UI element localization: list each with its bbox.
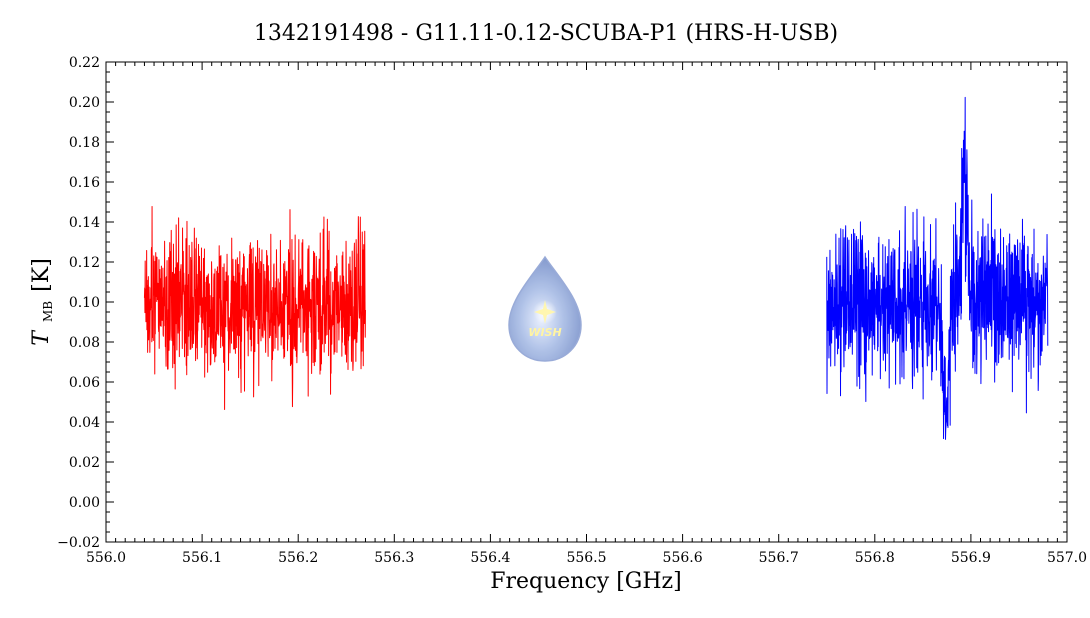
series-layer	[143, 96, 1049, 440]
y-tick-label: 0.06	[69, 375, 100, 391]
y-tick-label: 0.00	[69, 495, 100, 511]
x-tick-label: 556.8	[855, 550, 895, 566]
logo-text: WISH	[528, 326, 561, 339]
x-tick-label: 557.0	[1047, 550, 1087, 566]
y-tick-label: 0.16	[69, 175, 100, 191]
y-tick-label: 0.10	[69, 295, 100, 311]
y-tick-label: −0.02	[57, 535, 100, 551]
x-tick-label: 556.5	[566, 550, 606, 566]
x-tick-label: 556.6	[663, 550, 703, 566]
y-tick-label: 0.08	[69, 335, 100, 351]
axis-ticks: 556.0 556.1 556.2 556.3 556.4 556.5 556.6 556.7…	[57, 55, 1087, 566]
x-tick-label: 556.4	[470, 550, 510, 566]
y-tick-label: 0.14	[69, 215, 100, 231]
chart-title: 1342191498 - G11.11-0.12-SCUBA-P1 (HRS-H…	[254, 21, 838, 46]
y-tick-label: 0.20	[69, 95, 100, 111]
x-tick-label: 556.1	[182, 550, 222, 566]
y-tick-label: 0.22	[69, 55, 100, 71]
x-tick-label: 556.9	[951, 550, 991, 566]
y-tick-label: 0.18	[69, 135, 100, 151]
y-axis-label: T MB [K]	[29, 258, 56, 346]
spectrum-series-red	[143, 205, 366, 411]
y-tick-label: 0.12	[69, 255, 100, 271]
y-tick-label: 0.02	[69, 455, 100, 471]
x-tick-label: 556.0	[86, 550, 126, 566]
wish-logo: WISH	[508, 255, 582, 362]
x-tick-label: 556.2	[278, 550, 318, 566]
x-axis-label: Frequency [GHz]	[490, 569, 682, 594]
y-axis-label-subscript: MB	[41, 301, 55, 322]
y-axis-label-symbol: T	[29, 329, 54, 346]
spectrum-series-blue	[826, 96, 1049, 440]
y-axis-label-unit: [K]	[29, 258, 54, 292]
x-tick-label: 556.3	[374, 550, 414, 566]
star-icon	[534, 300, 556, 324]
x-tick-label: 556.7	[759, 550, 799, 566]
y-tick-label: 0.04	[69, 415, 100, 431]
